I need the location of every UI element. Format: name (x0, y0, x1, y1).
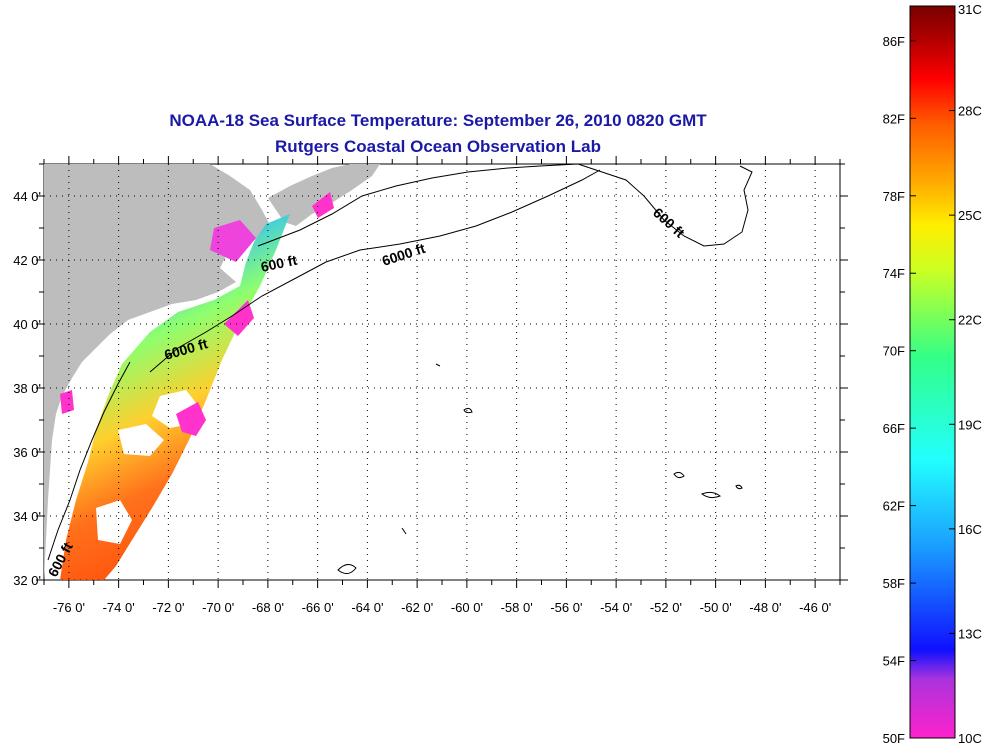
colorbar-c-label: 10C (958, 731, 982, 746)
colorbar-ticks (910, 5, 955, 739)
colorbar-f-label: 66F (883, 421, 905, 436)
lon-label: -68 0' (252, 600, 284, 615)
colorbar-c-label: 16C (958, 522, 982, 537)
lat-label: 32 0' (13, 573, 41, 588)
colorbar-f-label: 62F (883, 499, 905, 514)
map-title: NOAA-18 Sea Surface Temperature: Septemb… (169, 111, 707, 130)
seamount-5 (735, 484, 743, 490)
lon-label: -58 0' (501, 600, 533, 615)
colorbar-celsius-labels: 31C 28C 25C 22C 19C 16C 13C 10C (958, 2, 982, 746)
colorbar-f-label: 54F (883, 654, 905, 669)
lon-label: -64 0' (351, 600, 383, 615)
contour-coastal (47, 361, 131, 561)
colorbar-scale (909, 5, 956, 739)
colorbar-f-label: 70F (883, 344, 905, 359)
lon-label: -76 0' (53, 600, 85, 615)
nova-scotia (268, 164, 380, 226)
cool-patch (312, 192, 334, 218)
seamount-1 (337, 564, 357, 574)
contour-label: 600 ft (259, 252, 298, 275)
lat-label: 42 0' (13, 253, 41, 268)
cool-patch (210, 220, 256, 262)
lat-label: 40 0' (13, 317, 41, 332)
lat-label: 36 0' (13, 445, 41, 460)
colorbar-f-label: 58F (883, 576, 905, 591)
map-plot-area: 600 ft 6000 ft 600 ft 6000 ft 600 ft -76… (13, 156, 848, 615)
cool-patch (224, 300, 254, 336)
colorbar-c-label: 31C (958, 2, 982, 17)
colorbar-fahrenheit-labels: 86F 82F 78F 74F 70F 66F 62F 58F 54F 50F (883, 34, 905, 746)
lon-label: -50 0' (700, 600, 732, 615)
colorbar-f-label: 74F (883, 266, 905, 281)
colorbar-c-label: 19C (958, 417, 982, 432)
colorbar-f-label: 86F (883, 34, 905, 49)
seamount-3 (673, 471, 685, 479)
seamount-4 (463, 407, 473, 414)
colorbar-f-label: 82F (883, 111, 905, 126)
lon-label: -72 0' (152, 600, 184, 615)
cloud-gap (118, 424, 164, 456)
colorbar-f-label: 50F (883, 731, 905, 746)
lat-label: 44 0' (13, 189, 41, 204)
seamount-2 (700, 491, 722, 499)
depth-contours (47, 164, 753, 574)
cool-patch (176, 402, 206, 436)
axis-ticks (36, 156, 848, 588)
map-subtitle: Rutgers Coastal Ocean Observation Lab (275, 137, 601, 156)
land-mass (44, 164, 270, 580)
lon-label: -62 0' (401, 600, 433, 615)
lat-label: 34 0' (13, 509, 41, 524)
cloud-gap (96, 500, 132, 544)
colorbar-c-label: 22C (958, 313, 982, 328)
colorbar-c-label: 13C (958, 626, 982, 641)
colorbar: 86F 82F 78F 74F 70F 66F 62F 58F 54F 50F 31C 28C 25C… (883, 2, 982, 746)
longitude-labels: -76 0' -74 0' -72 0' -70 0' -68 0' -66 0' -64 … (53, 600, 831, 615)
contour-600ft (257, 164, 753, 247)
lon-label: -48 0' (749, 600, 781, 615)
lon-label: -46 0' (799, 600, 831, 615)
seamount-7 (435, 363, 441, 367)
lon-label: -70 0' (202, 600, 234, 615)
colorbar-c-label: 28C (958, 104, 982, 119)
latitude-labels: 44 0' 42 0' 40 0' 38 0' 36 0' 34 0' 32 0' (13, 189, 41, 588)
lon-label: -60 0' (451, 600, 483, 615)
colorbar-c-label: 25C (958, 208, 982, 223)
map-grid (44, 164, 840, 580)
contour-6000ft (149, 169, 601, 373)
lon-label: -52 0' (650, 600, 682, 615)
cool-patch (60, 390, 74, 414)
lat-label: 38 0' (13, 381, 41, 396)
lon-label: -66 0' (302, 600, 334, 615)
seamount-6 (401, 527, 407, 535)
lon-label: -56 0' (550, 600, 582, 615)
lon-label: -74 0' (103, 600, 135, 615)
lon-label: -54 0' (600, 600, 632, 615)
colorbar-f-label: 78F (883, 189, 905, 204)
